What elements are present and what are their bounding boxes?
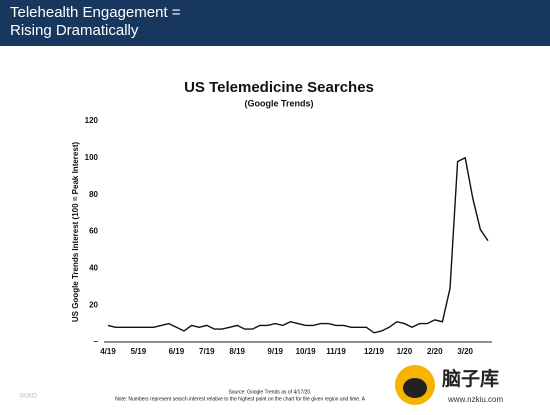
x-tick-label: 9/19 — [267, 347, 283, 356]
x-tick-label: 3/20 — [457, 347, 473, 356]
y-axis-label: US Google Trends Interest (100 = Peak In… — [71, 142, 80, 323]
y-tick-label: 40 — [89, 263, 98, 272]
y-tick-label: 120 — [85, 116, 99, 125]
x-tick-label: 10/19 — [296, 347, 317, 356]
brand: BOND — [20, 394, 38, 400]
x-tick-label: 8/19 — [229, 347, 245, 356]
x-tick-label: 11/19 — [326, 347, 346, 356]
watermark: 脑子库 www.nzkiu.com — [382, 362, 550, 410]
x-tick-label: 5/19 — [131, 347, 147, 356]
chart-subtitle: (Google Trends) — [244, 98, 313, 108]
y-tick-label: 60 — [89, 227, 98, 236]
chart-title: US Telemedicine Searches — [184, 79, 374, 96]
x-tick-label: 6/19 — [169, 347, 185, 356]
x-tick-label: 12/19 — [364, 347, 385, 356]
y-tick-label: 100 — [85, 153, 99, 162]
y-tick-label: 80 — [89, 190, 98, 199]
note: Note: Numbers represent search interest … — [115, 396, 366, 402]
watermark-name: 脑子库 — [441, 367, 499, 390]
x-tick-label: 7/19 — [199, 347, 215, 356]
header-title: Rising Dramatically — [10, 22, 139, 39]
header-title: Telehealth Engagement = — [10, 4, 181, 21]
x-tick-label: 4/19 — [100, 347, 116, 356]
y-tick-label: – — [94, 337, 99, 346]
y-tick-label: 20 — [89, 300, 98, 309]
source: Source: Google Trends as of 4/17/20. — [228, 389, 311, 395]
x-tick-label: 2/20 — [427, 347, 443, 356]
watermark-url: www.nzkiu.com — [447, 395, 503, 404]
x-tick-label: 1/20 — [397, 347, 413, 356]
data-line — [107, 156, 489, 334]
watermark-logo — [403, 378, 427, 398]
header-band — [0, 0, 550, 46]
